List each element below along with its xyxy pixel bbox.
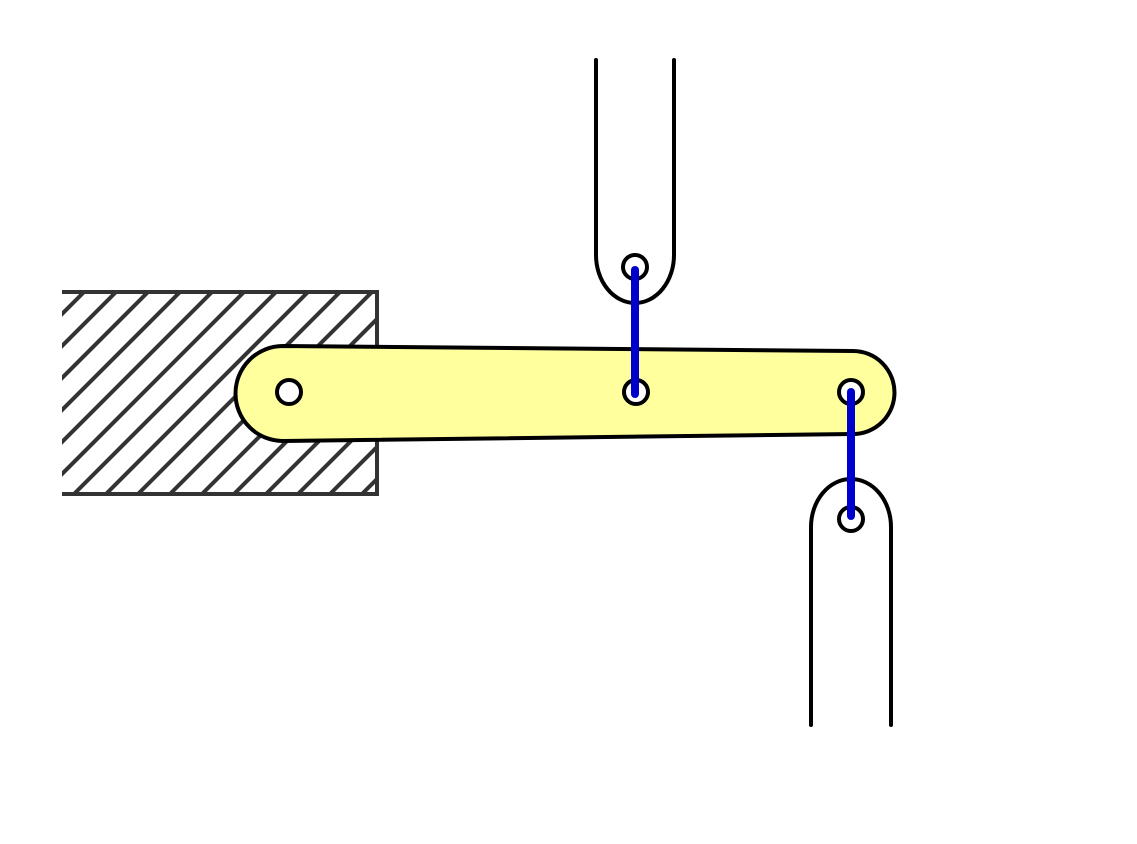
fixed-pivot-pin	[275, 378, 303, 406]
hatch-line-8	[104, 292, 310, 494]
hatch-line-14	[296, 412, 377, 494]
hatch-line-15	[328, 444, 377, 494]
hatch-line-2	[62, 292, 118, 349]
lever-link	[233, 344, 897, 443]
hatch-line-3	[62, 292, 150, 381]
hatch-line-7	[72, 292, 278, 494]
hatch-line-4	[62, 292, 182, 413]
hatch-line-5	[62, 292, 214, 445]
hatch-line-6	[62, 292, 246, 477]
